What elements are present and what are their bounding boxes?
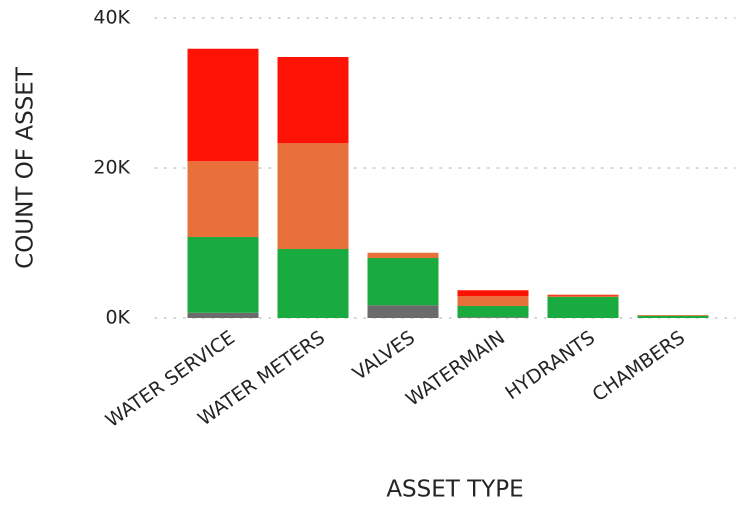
- bar-segment: [457, 290, 529, 297]
- x-tick-label: CHAMBERS: [589, 327, 689, 407]
- bar-segment: [187, 161, 259, 237]
- bar-segment: [277, 143, 349, 249]
- bar-segment: [187, 237, 259, 313]
- bar-segment: [637, 315, 709, 318]
- x-tick-label: WATERMAIN: [402, 327, 509, 411]
- x-tick-label: VALVES: [349, 327, 419, 385]
- bar-segment: [187, 312, 259, 318]
- bar-segment: [277, 57, 349, 144]
- y-axis-title: COUNT OF ASSET: [13, 66, 39, 269]
- y-tick-label: 0K: [105, 307, 130, 329]
- y-tick-label: 20K: [93, 157, 130, 179]
- bar-segment: [187, 48, 259, 162]
- bar-segment: [367, 305, 439, 318]
- bar-segment: [277, 249, 349, 318]
- bar-segment: [367, 252, 439, 258]
- y-tick-label: 40K: [93, 7, 130, 29]
- bar-segment: [547, 294, 619, 296]
- bar-segment: [457, 317, 529, 318]
- x-axis-title: ASSET TYPE: [386, 477, 523, 503]
- x-tick-label: HYDRANTS: [501, 327, 599, 405]
- bar-segment: [367, 258, 439, 306]
- bar-segment: [547, 297, 619, 318]
- bar-segment: [457, 296, 529, 306]
- bar-segment: [457, 306, 529, 318]
- bar-segment: [637, 315, 709, 316]
- bar-segment: [547, 295, 619, 297]
